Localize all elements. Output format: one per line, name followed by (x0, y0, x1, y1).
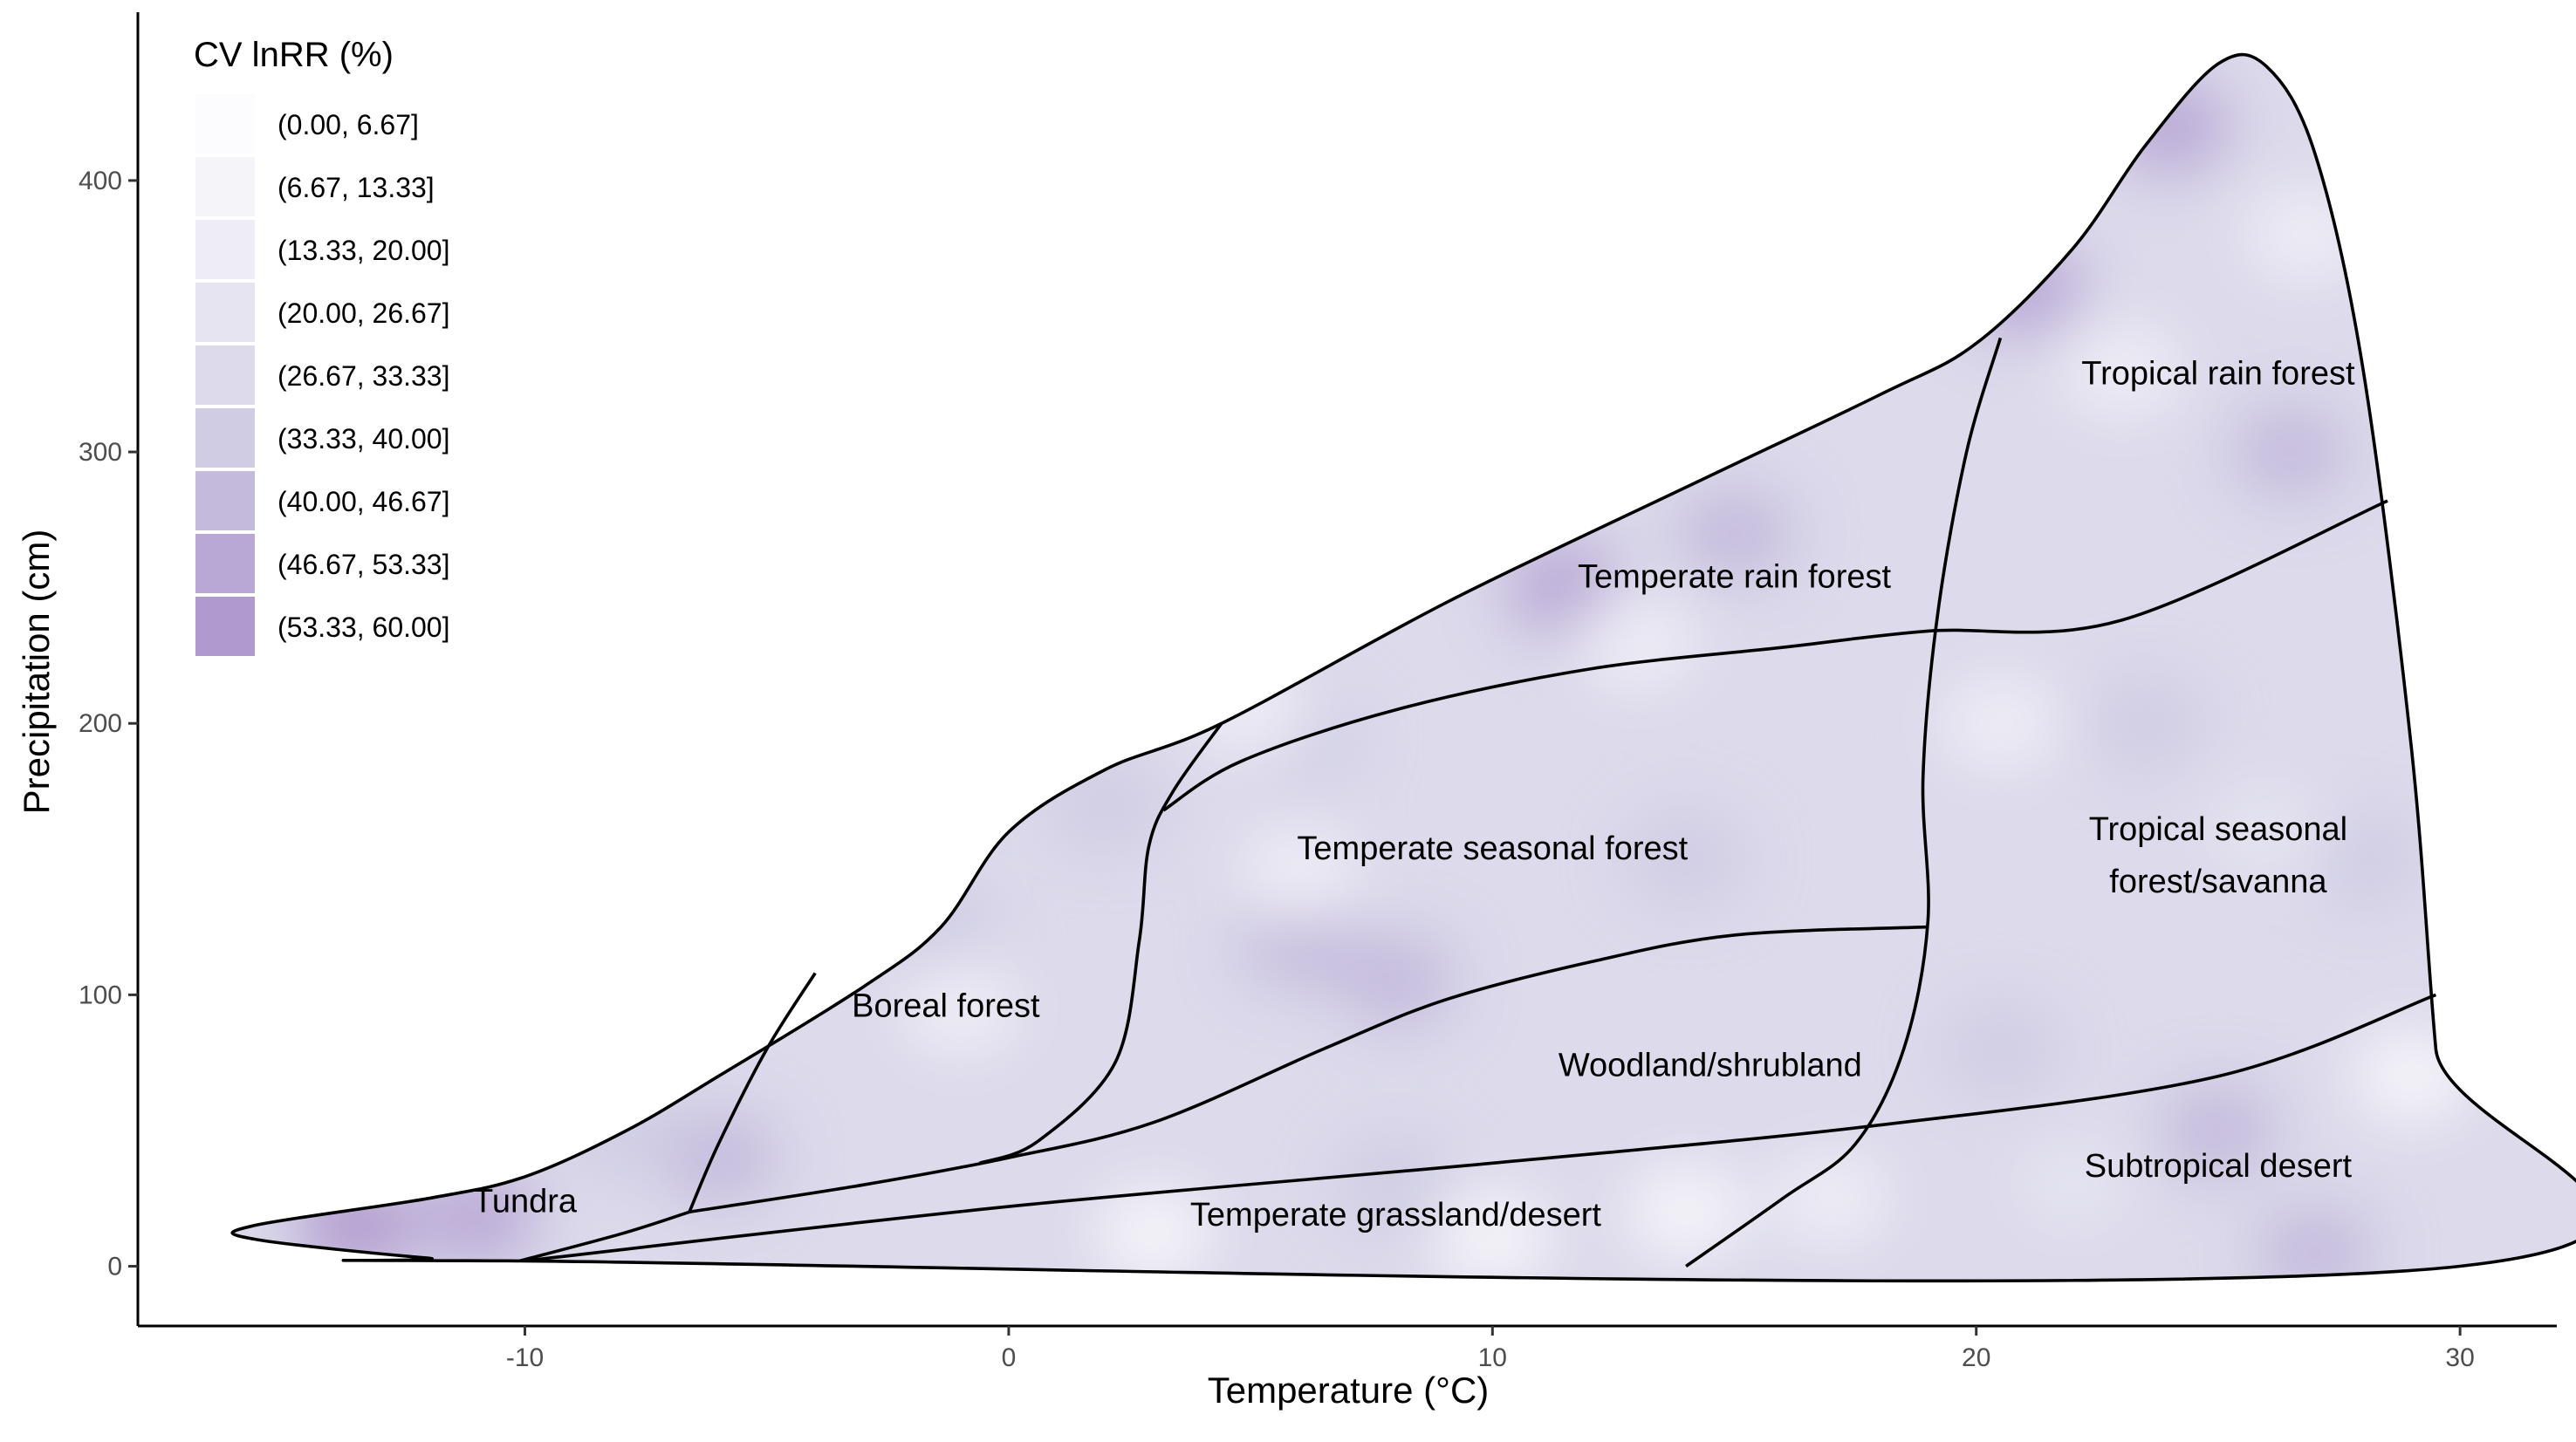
cv-cell (2108, 78, 2231, 174)
biome-label: Tropical seasonal forest/savanna (2089, 811, 2347, 900)
y-tick-label: 400 (79, 167, 122, 195)
cv-cell (1431, 1191, 1554, 1281)
legend-label: (33.33, 40.00] (277, 423, 449, 454)
cv-cell (2084, 675, 2207, 772)
cv-cell (2244, 187, 2367, 284)
legend-label: (46.67, 53.33] (277, 549, 449, 580)
cv-cell (2060, 322, 2183, 419)
cv-cell (2302, 810, 2425, 907)
cv-cell (1939, 675, 2062, 772)
cv-cell (899, 960, 1022, 1056)
x-axis-title: Temperature (°C) (1208, 1370, 1490, 1411)
biome-boundary-line (1162, 499, 2388, 812)
cv-cell (1673, 485, 1796, 582)
biome-boundary-line (524, 993, 2437, 1263)
biome-label-line: forest/savanna (2109, 864, 2327, 900)
cv-cell (1237, 892, 1360, 989)
cv-cell (1334, 1137, 1457, 1234)
biome-outline (230, 52, 2576, 1283)
cv-cell (2230, 404, 2353, 501)
biome-boundary-line (519, 1210, 690, 1263)
y-tick-label: 300 (79, 438, 122, 467)
legend-title: CV lnRR (%) (194, 36, 394, 74)
y-tick-label: 200 (79, 709, 122, 738)
legend-label: (53.33, 60.00] (277, 612, 449, 643)
biome-label-line: Tropical seasonal (2089, 811, 2347, 848)
biome-label: Boreal forest (852, 988, 1040, 1024)
biome-labels: Tundra Boreal forest Temperate rain forest… (473, 355, 2355, 1234)
biome-label: Woodland/shrubland (1559, 1048, 1862, 1084)
cv-cell (1770, 1150, 1893, 1247)
y-axis-ticks: 0 100 200 300 400 (79, 167, 138, 1281)
cv-base-fill (232, 54, 2576, 1281)
legend-label: (20.00, 26.67] (277, 297, 449, 329)
cv-cell (657, 1110, 780, 1206)
legend-label: (26.67, 33.33] (277, 360, 449, 392)
legend-swatch (195, 283, 255, 342)
y-axis-title: Precipitation (cm) (16, 530, 57, 815)
biome-boundaries (230, 52, 2576, 1283)
biome-boundary-line (979, 722, 1223, 1165)
y-tick-label: 0 (107, 1253, 122, 1281)
cv-cell (874, 878, 997, 975)
biome-label: Subtropical desert (2085, 1148, 2353, 1185)
legend-label: (0.00, 6.67] (277, 109, 419, 140)
axes: -10 0 10 20 30 0 100 200 300 400 Temperature (°C… (16, 12, 2557, 1411)
legend-swatch (195, 471, 255, 530)
x-tick-label: 0 (1002, 1343, 1017, 1372)
biome-boundary-line (689, 925, 1929, 1214)
cv-cell (2350, 1028, 2473, 1124)
legend-swatch (195, 220, 255, 279)
x-tick-label: -10 (506, 1343, 544, 1372)
cv-cell (1939, 1001, 2062, 1097)
x-axis-ticks: -10 0 10 20 30 (506, 1326, 2475, 1372)
cv-fill-surface (232, 54, 2576, 1281)
legend-label: (6.67, 13.33] (277, 172, 435, 203)
legend-swatch (195, 345, 255, 405)
cv-cell (1237, 824, 1360, 921)
cv-cell (1093, 1186, 1216, 1281)
biome-label: Tundra (473, 1183, 578, 1220)
legend-swatch (195, 157, 255, 216)
cv-cell (2156, 1082, 2279, 1179)
legend-swatch (195, 94, 255, 154)
legend-label: (40.00, 46.67] (277, 486, 449, 517)
biome-boundary-line (1685, 337, 2003, 1268)
x-tick-label: 10 (1478, 1343, 1507, 1372)
y-tick-label: 100 (79, 981, 122, 1009)
cv-cell (1625, 1164, 1748, 1261)
x-tick-label: 20 (1962, 1343, 1990, 1372)
cv-cell (560, 1082, 683, 1179)
legend-items: (0.00, 6.67] (6.67, 13.33] (13.33, 20.00] (… (195, 94, 449, 656)
biome-label: Temperate grassland/desert (1190, 1197, 1601, 1234)
cv-cell (2205, 783, 2328, 880)
biome-boundary-line (688, 972, 817, 1213)
cv-cell (2253, 1204, 2376, 1281)
cv-cell (1576, 593, 1699, 690)
biome-label: Temperate seasonal forest (1297, 830, 1688, 867)
cv-cell (1625, 810, 1748, 907)
plot-area: Tundra Boreal forest Temperate rain forest… (230, 52, 2576, 1283)
biome-label: Temperate rain forest (1578, 559, 1891, 596)
x-tick-label: 30 (2445, 1343, 2474, 1372)
legend-swatch (195, 597, 255, 656)
legend-swatch (195, 408, 255, 468)
legend-label: (13.33, 20.00] (277, 235, 449, 266)
cv-cell (2011, 1137, 2134, 1234)
legend: CV lnRR (%) (0.00, 6.67] (6.67, 13.33] (13… (194, 36, 449, 656)
legend-swatch (195, 534, 255, 593)
biome-label: Tropical rain forest (2081, 355, 2355, 392)
